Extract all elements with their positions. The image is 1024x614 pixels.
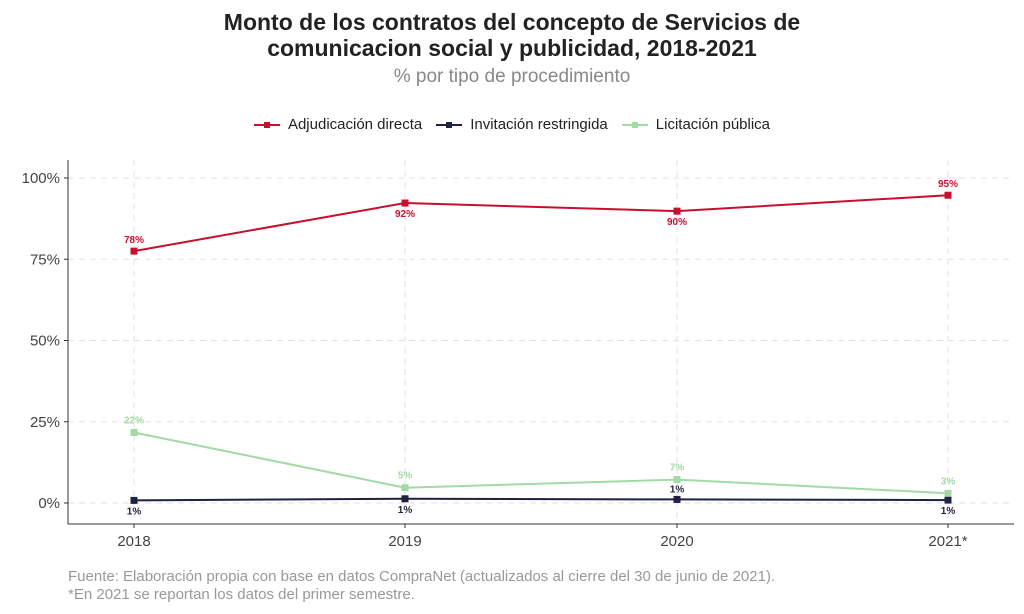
legend-key-licitacion xyxy=(621,120,648,130)
legend-label-adjudicacion: Adjudicación directa xyxy=(287,116,423,133)
note-caption: *En 2021 se reportan los datos del prime… xyxy=(68,586,415,603)
data-label-adjudicacion: 92% xyxy=(395,209,415,220)
data-label-invitacion: 1% xyxy=(398,505,413,516)
y-tick-label: 75% xyxy=(30,251,60,268)
data-point-invitacion xyxy=(673,495,681,503)
chart-subtitle: % por tipo de procedimiento xyxy=(393,66,631,87)
data-label-licitacion: 5% xyxy=(398,471,413,482)
data-label-invitacion: 1% xyxy=(670,484,685,495)
data-point-invitacion xyxy=(130,496,138,504)
legend-label-licitacion: Licitación pública xyxy=(655,116,771,133)
data-point-licitacion xyxy=(673,476,681,484)
data-point-licitacion xyxy=(130,428,138,436)
data-label-adjudicacion: 90% xyxy=(667,217,687,228)
x-tick-label: 2021* xyxy=(928,533,967,550)
data-label-invitacion: 1% xyxy=(941,506,956,517)
data-point-licitacion xyxy=(944,489,952,497)
legend-item-licitacion: Licitación pública xyxy=(621,116,771,133)
y-tick-label: 0% xyxy=(38,495,60,512)
chart-title-line-1: Monto de los contratos del concepto de S… xyxy=(223,9,801,35)
data-label-adjudicacion: 78% xyxy=(124,235,144,246)
x-tick-label: 2020 xyxy=(660,533,693,550)
series-line-invitacion xyxy=(133,497,949,502)
data-point-invitacion xyxy=(944,496,952,504)
y-tick-label: 100% xyxy=(22,170,60,187)
legend-key-invitacion xyxy=(436,120,463,130)
source-caption: Fuente: Elaboración propia con base en d… xyxy=(68,568,776,585)
line-chart: 0% 25% 50% 75% 100% 2018 2019 2020 2021* 78% 92% 90… xyxy=(22,160,1014,550)
data-point-adjudicacion xyxy=(401,199,409,207)
chart-title-line-2: comunicacion social y publicidad, 2018-2… xyxy=(267,35,757,61)
y-tick-label: 50% xyxy=(30,333,60,350)
y-tick-label: 25% xyxy=(30,414,60,431)
data-label-adjudicacion: 95% xyxy=(938,179,958,190)
data-label-licitacion: 3% xyxy=(941,476,956,487)
data-point-licitacion xyxy=(401,484,409,492)
data-label-licitacion: 22% xyxy=(124,415,144,426)
series-line-adjudicacion xyxy=(133,194,949,253)
x-tick-label: 2019 xyxy=(388,533,421,550)
data-point-invitacion xyxy=(401,495,409,503)
legend-item-adjudicacion: Adjudicación directa xyxy=(253,116,423,133)
x-tick-label: 2018 xyxy=(117,533,150,550)
data-point-adjudicacion xyxy=(944,191,952,199)
data-point-adjudicacion xyxy=(673,207,681,215)
data-label-invitacion: 1% xyxy=(127,506,142,517)
data-point-adjudicacion xyxy=(130,247,138,255)
series-line-licitacion xyxy=(133,431,949,495)
legend-key-adjudicacion xyxy=(253,120,280,130)
legend-label-invitacion: Invitación restringida xyxy=(470,116,608,133)
data-label-licitacion: 7% xyxy=(670,463,685,474)
legend-item-invitacion: Invitación restringida xyxy=(436,116,608,133)
legend: Adjudicación directa Invitación restring… xyxy=(0,116,1024,133)
